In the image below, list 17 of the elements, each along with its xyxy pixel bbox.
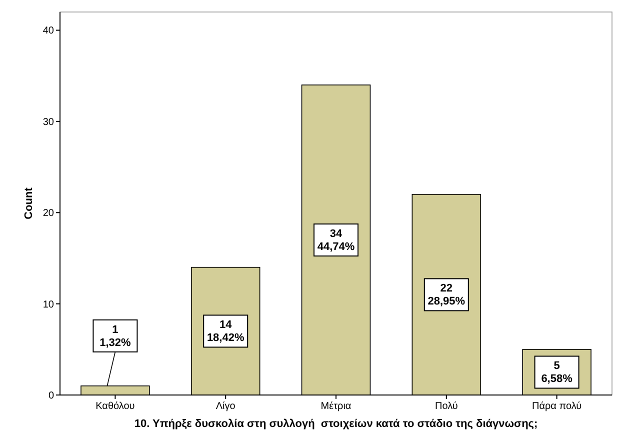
x-tick-label: Λίγο [216,401,236,412]
x-axis-title: 10. Υπήρξε δυσκολία στη συλλογή στοιχείων κατά το στάδιο της διάγνωσης; [134,418,538,430]
y-axis-title: Count [23,187,35,220]
data-label: 5 6,58% [541,360,573,386]
y-tick-label: 30 [42,116,54,128]
y-tick-label: 0 [48,390,54,402]
x-tick-label: Πάρα πολύ [532,401,582,412]
y-tick-label: 20 [42,208,54,220]
data-label: 14 18,42% [206,319,244,344]
data-label: 34 44,74% [317,228,355,253]
x-tick-label: Καθόλου [96,401,135,412]
x-tick-label: Μέτρια [320,401,352,412]
data-label: 22 28,95% [428,282,466,308]
y-tick-label: 40 [42,26,54,37]
data-label: 1 1,32% [100,324,132,349]
y-tick-label: 10 [42,299,54,310]
x-tick-label: Πολύ [434,401,458,412]
